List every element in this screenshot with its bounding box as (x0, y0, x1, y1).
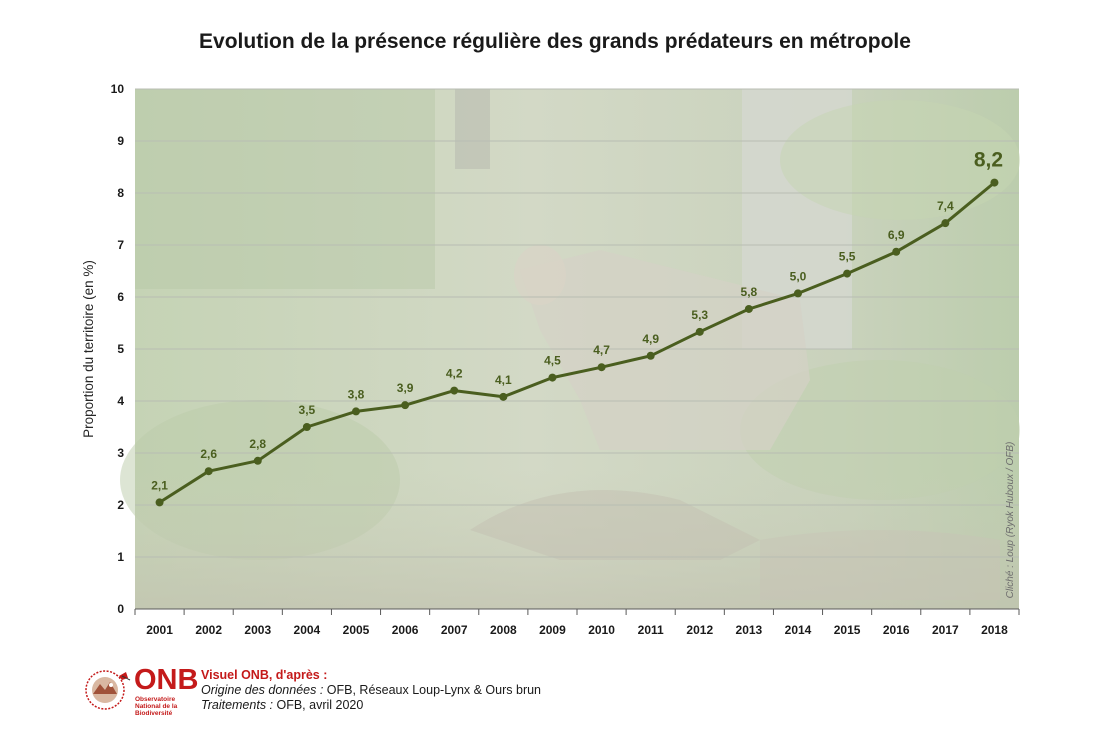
y-tick-label: 2 (117, 498, 124, 512)
x-tick-label: 2009 (539, 623, 566, 637)
chart-title: Evolution de la présence régulière des g… (199, 30, 911, 53)
x-tick-label: 2015 (834, 623, 861, 637)
data-point (695, 327, 704, 336)
data-point (843, 269, 852, 278)
data-label: 7,4 (937, 199, 954, 213)
y-tick-label: 4 (117, 394, 124, 408)
data-point (302, 423, 311, 431)
onb-logo-text: ONB (134, 664, 199, 696)
series-line (158, 181, 996, 504)
data-point (744, 304, 753, 313)
data-point (941, 219, 950, 228)
x-tick-label: 2013 (736, 623, 763, 637)
x-tick-label: 2011 (638, 623, 664, 637)
data-point (794, 289, 802, 298)
x-tick-label: 2005 (343, 623, 370, 637)
data-points (155, 178, 999, 507)
x-tick-label: 2017 (932, 623, 959, 637)
x-tick-label: 2016 (883, 623, 910, 637)
y-tick-label: 10 (111, 82, 125, 96)
processing-line: Traitements : OFB, avril 2020 (201, 698, 541, 713)
data-label: 4,2 (446, 367, 463, 381)
x-tick-label: 2010 (588, 623, 615, 637)
data-point (352, 407, 360, 416)
data-label: 2,1 (151, 478, 168, 492)
data-label: 3,5 (299, 403, 316, 417)
series-path (158, 181, 996, 504)
data-point (597, 363, 606, 372)
x-tick-label: 2004 (294, 623, 321, 637)
origin-line: Origine des données : OFB, Réseaux Loup-… (201, 683, 541, 698)
y-tick-label: 5 (117, 342, 124, 356)
source-text: Visuel ONB, d'après : Origine des donnée… (201, 668, 541, 713)
data-point (253, 456, 262, 465)
data-point (204, 467, 213, 476)
y-tick-label: 0 (117, 602, 124, 616)
data-label: 5,0 (790, 269, 807, 283)
source-header: Visuel ONB, d'après : (201, 668, 328, 682)
x-tick-label: 2003 (244, 623, 271, 637)
x-tick-label: 2002 (195, 623, 222, 637)
data-label: 3,9 (397, 381, 414, 395)
data-label: 8,2 (974, 149, 1003, 172)
y-axis-title: Proportion du territoire (en %) (81, 260, 96, 438)
x-tick-label: 2001 (146, 623, 173, 637)
data-label: 3,8 (348, 387, 365, 401)
x-tick-label: 2006 (392, 623, 419, 637)
data-point (155, 498, 164, 507)
processing-label: Traitements : (201, 698, 274, 712)
data-point (548, 373, 557, 382)
photo-credit: Cliché : Loup (Ryok Huboux / OFB) (1005, 442, 1016, 599)
y-tick-label: 3 (117, 446, 124, 460)
x-tick-label: 2014 (785, 623, 812, 637)
data-label: 5,3 (691, 308, 708, 322)
data-label: 2,6 (200, 447, 217, 461)
y-tick-label: 7 (117, 238, 124, 252)
data-label: 4,7 (593, 343, 610, 357)
data-point (892, 247, 901, 256)
gridlines (135, 88, 1019, 558)
data-label: 4,1 (495, 373, 512, 387)
data-point (646, 351, 655, 360)
onb-logo-emblem (85, 670, 131, 710)
origin-value: OFB, Réseaux Loup-Lynx & Ours brun (323, 683, 542, 697)
y-tick-label: 8 (117, 186, 124, 200)
processing-value: OFB, avril 2020 (273, 698, 364, 712)
origin-label: Origine des données : (201, 683, 324, 697)
y-tick-label: 1 (117, 550, 124, 564)
onb-logo-subtitle: Observatoire National de la Biodiversité (135, 696, 178, 717)
data-label: 6,9 (888, 228, 905, 242)
axes: 0 1 2 3 4 5 6 7 8 9 10 2001 2002 2003 2004 2005 2006 2007… (111, 82, 1020, 637)
x-tick-label: 2007 (441, 623, 468, 637)
data-labels: 2,1 2,6 2,8 3,5 3,8 3,9 4,2 4,1 4,5 4,7 4,9 5,3 5,8 5… (151, 149, 1003, 493)
data-point (450, 386, 459, 395)
data-label: 5,8 (741, 285, 758, 299)
data-point (401, 401, 410, 410)
data-label: 4,5 (544, 354, 561, 368)
data-label: 4,9 (642, 332, 659, 346)
data-label: 5,5 (839, 250, 856, 264)
x-tick-label: 2008 (490, 623, 517, 637)
x-tick-label: 2012 (686, 623, 713, 637)
x-tick-label: 2018 (981, 623, 1008, 637)
data-point (499, 392, 508, 401)
data-label: 2,8 (249, 437, 266, 451)
y-tick-label: 9 (117, 134, 124, 148)
data-point (990, 178, 999, 187)
y-tick-label: 6 (117, 290, 124, 304)
